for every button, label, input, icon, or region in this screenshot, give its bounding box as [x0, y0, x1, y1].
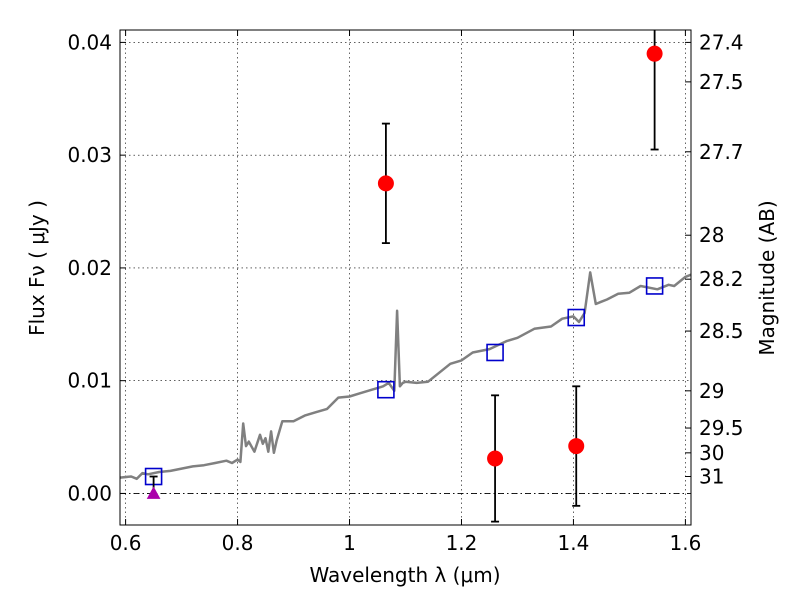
x-tick-label: 0.6	[110, 531, 142, 555]
measured-point	[377, 175, 394, 192]
x-tick-label: 1.2	[446, 531, 478, 555]
y-axis-label: Flux Fν ( μJy )	[25, 200, 49, 336]
right-tick-label: 28	[699, 223, 724, 247]
right-tick-label: 28.2	[699, 267, 744, 291]
x-axis-label: Wavelength λ (μm)	[309, 563, 500, 587]
right-tick-label: 27.5	[699, 70, 744, 94]
right-tick-label: 27.7	[699, 140, 744, 164]
right-tick-label: 28.5	[699, 319, 744, 343]
x-tick-label: 0.8	[222, 531, 254, 555]
right-tick-label: 30	[699, 441, 724, 465]
measured-point	[646, 45, 663, 62]
y-tick-label: 0.04	[67, 30, 112, 54]
y-tick-label: 0.01	[67, 369, 112, 393]
right-tick-label: 31	[699, 465, 724, 489]
right-tick-label: 29.5	[699, 416, 744, 440]
plot-frame	[119, 29, 692, 526]
model-point	[567, 308, 586, 327]
y-tick-label: 0.02	[67, 256, 112, 280]
model-point	[486, 343, 504, 362]
y-tick-label: 0.00	[67, 481, 112, 505]
limit-point	[146, 486, 161, 499]
y-tick-label: 0.03	[67, 143, 112, 167]
model-point	[377, 380, 395, 399]
model-point	[645, 277, 664, 295]
right-tick-label: 29	[699, 379, 724, 403]
spectrum-line	[119, 271, 692, 481]
x-tick-label: 1	[343, 531, 356, 555]
right-tick-label: 27.4	[699, 30, 744, 54]
measured-point	[487, 450, 504, 467]
x-tick-label: 1.4	[558, 531, 590, 555]
right-axis-label: Magnitude (AB)	[755, 200, 779, 355]
x-tick-label: 1.6	[669, 531, 701, 555]
measured-point	[568, 438, 585, 455]
